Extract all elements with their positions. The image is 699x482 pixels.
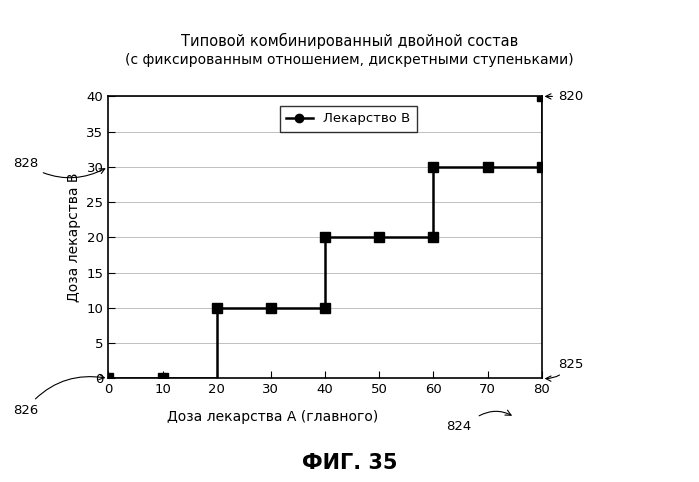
Text: 826: 826: [13, 375, 104, 416]
Text: Типовой комбинированный двойной состав: Типовой комбинированный двойной состав: [181, 33, 518, 49]
Text: Доза лекарства А (главного): Доза лекарства А (главного): [167, 410, 379, 424]
Y-axis label: Доза лекарства В: Доза лекарства В: [67, 173, 81, 302]
Text: 820: 820: [546, 90, 583, 103]
Text: 824: 824: [447, 420, 472, 433]
Text: 825: 825: [546, 358, 584, 381]
Text: ФИГ. 35: ФИГ. 35: [302, 453, 397, 473]
Text: (с фиксированным отношением, дискретными ступеньками): (с фиксированным отношением, дискретными…: [125, 53, 574, 67]
Text: 828: 828: [13, 157, 105, 178]
Legend: Лекарство В: Лекарство В: [280, 106, 417, 132]
